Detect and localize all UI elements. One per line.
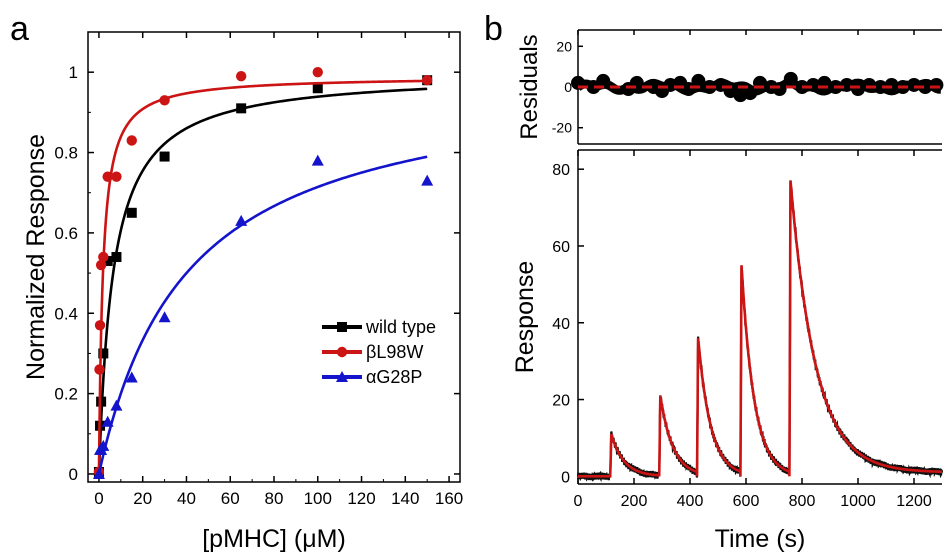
x-axis-label: Time (s) (715, 525, 806, 553)
data-point (159, 151, 170, 162)
x-tick-label: 20 (133, 489, 152, 508)
panel-b-response-chart: 0 200 400 600 800 1000 1200 0 20 40 60 80 Time (s) Re… (511, 149, 944, 553)
data-point (312, 83, 323, 94)
data-point (158, 311, 171, 323)
data-point (98, 348, 109, 359)
data-point (111, 171, 122, 182)
data-trace (576, 180, 944, 483)
data-point (94, 364, 105, 375)
data-point (235, 70, 247, 82)
data-point (95, 259, 107, 271)
y-tick-label: 0 (69, 465, 78, 484)
x-tick-label: 1000 (840, 493, 876, 510)
x-tick-label: 600 (733, 493, 760, 510)
x-tick-label: 400 (677, 493, 704, 510)
data-point (159, 95, 170, 106)
data-point (421, 174, 434, 186)
residual-point (918, 80, 933, 94)
x-tick-label: 60 (221, 489, 240, 508)
y-tick-label: 1 (69, 63, 78, 82)
x-tick-label: 160 (435, 489, 463, 508)
data-point (102, 256, 113, 267)
panel-a-chart: 0 20 40 60 80 100 120 140 160 0 0.2 0.4 0.6 0.8 1 [pMHC… (22, 31, 463, 553)
residual-point (929, 77, 944, 92)
legend: wild type βL98W αG28P (322, 317, 436, 387)
residual-point (873, 80, 888, 94)
panel-b-residuals-chart: -20 0 20 Residuals (516, 29, 944, 145)
data-point (126, 207, 137, 218)
residual-point (596, 73, 611, 88)
y-tick-label: 40 (552, 316, 570, 333)
y-axis-label: Normalized Response (22, 134, 50, 380)
residual-point (783, 71, 798, 86)
x-tick-label: 140 (391, 489, 419, 508)
y-tick-label: 60 (552, 239, 570, 256)
x-tick-label: 200 (621, 493, 648, 510)
data-point (311, 154, 324, 166)
data-point (97, 439, 110, 451)
y-axis-label: Residuals (516, 34, 543, 139)
residual-point (743, 86, 758, 101)
residual-point (691, 73, 706, 88)
y-tick-label: 0.8 (54, 144, 78, 163)
legend-marker (336, 346, 348, 358)
data-point (96, 396, 107, 407)
legend-marker (336, 371, 348, 382)
x-tick-label: 0 (574, 493, 583, 510)
x-axis-label: [pMHC] (μM) (202, 525, 346, 553)
data-point (98, 251, 109, 263)
y-tick-label: 0.6 (54, 224, 78, 243)
fit-curve (97, 87, 428, 474)
y-tick-label: 80 (552, 162, 570, 179)
data-point (421, 75, 433, 86)
data-point (110, 399, 123, 411)
fit-curve (97, 155, 428, 475)
y-tick-label: 0.4 (54, 304, 78, 323)
y-tick-label: 0.2 (54, 385, 78, 404)
data-point (102, 171, 113, 182)
data-point (92, 467, 105, 479)
legend-label: αG28P (366, 367, 422, 387)
y-axis-label: Response (511, 261, 539, 374)
x-tick-label: 1200 (896, 493, 932, 510)
data-point (312, 66, 323, 78)
y-tick-label: 0 (564, 79, 572, 95)
x-tick-label: 800 (789, 493, 816, 510)
legend-marker (337, 322, 347, 332)
data-point (111, 252, 122, 262)
x-tick-label: 120 (347, 489, 375, 508)
legend-label: βL98W (366, 342, 423, 362)
data-point (235, 214, 248, 226)
panel-b-label: b (484, 10, 503, 48)
y-tick-label: 0 (561, 469, 570, 486)
x-tick-label: 0 (94, 489, 103, 508)
x-tick-label: 40 (177, 489, 196, 508)
x-tick-label: 100 (304, 489, 332, 508)
plot-frame (87, 31, 461, 483)
y-tick-label: -20 (552, 120, 572, 136)
data-point (125, 371, 138, 383)
residual-point (772, 82, 787, 97)
data-point (94, 320, 106, 331)
y-tick-label: 20 (556, 38, 572, 54)
y-tick-label: 20 (552, 393, 570, 410)
fit-trace (578, 180, 942, 478)
legend-label: wild type (365, 317, 436, 337)
data-point (236, 103, 247, 114)
data-point (126, 135, 137, 146)
panel-a-label: a (10, 10, 29, 48)
fit-curve (97, 79, 428, 474)
data-point (101, 415, 114, 427)
x-tick-label: 80 (265, 489, 284, 508)
